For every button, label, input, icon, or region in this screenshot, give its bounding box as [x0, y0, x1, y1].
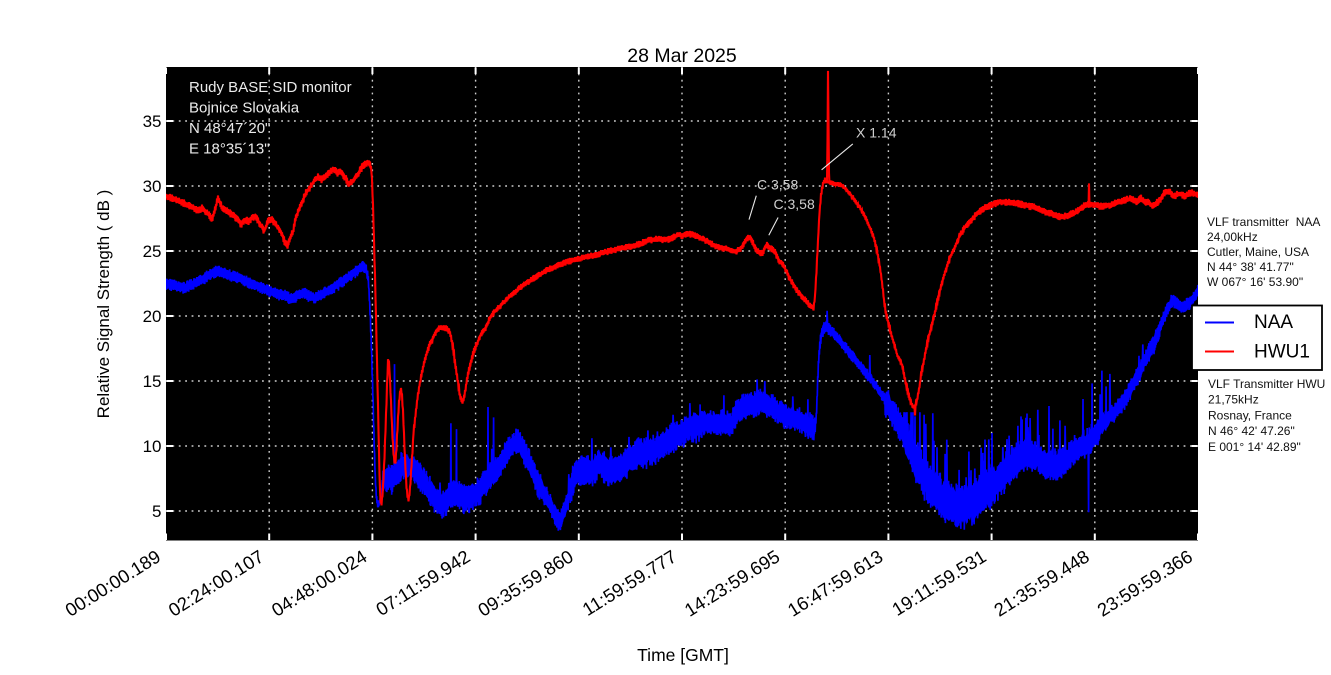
svg-text:02:24:00.107: 02:24:00.107 [165, 546, 268, 621]
svg-text:28 Mar 2025: 28 Mar 2025 [627, 45, 737, 67]
svg-text:16:47:59.613: 16:47:59.613 [784, 546, 887, 621]
svg-text:35: 35 [143, 112, 162, 131]
svg-text:14:23:59.695: 14:23:59.695 [681, 546, 784, 621]
svg-text:E 18°35´13": E 18°35´13" [189, 141, 270, 158]
svg-text:09:35:59.860: 09:35:59.860 [474, 546, 577, 621]
svg-text:C 3,58: C 3,58 [757, 177, 798, 193]
svg-text:Rudy BASE SID monitor: Rudy BASE SID monitor [189, 79, 352, 96]
svg-text:5: 5 [152, 502, 161, 521]
svg-text:10: 10 [143, 437, 162, 456]
svg-text:W 067° 16' 53.90": W 067° 16' 53.90" [1207, 275, 1303, 289]
svg-text:N 44° 38' 41.77": N 44° 38' 41.77" [1207, 260, 1294, 274]
svg-text:Rosnay, France: Rosnay, France [1208, 408, 1292, 422]
svg-text:N 48°47´20": N 48°47´20" [189, 120, 270, 137]
svg-text:24,00kHz: 24,00kHz [1207, 230, 1258, 244]
svg-text:25: 25 [143, 242, 162, 261]
svg-text:11:59:59.777: 11:59:59.777 [579, 546, 681, 620]
svg-text:HWU1: HWU1 [1254, 342, 1310, 363]
svg-text:15: 15 [143, 372, 162, 391]
svg-text:C 3,58: C 3,58 [774, 196, 815, 212]
svg-text:NAA: NAA [1254, 312, 1293, 333]
svg-text:Cutler, Maine, USA: Cutler, Maine, USA [1207, 245, 1309, 259]
svg-text:Relative Signal Strength ( dB: Relative Signal Strength ( dB ) [94, 190, 113, 419]
svg-text:00:00:00.189: 00:00:00.189 [61, 546, 164, 621]
svg-text:N 46° 42' 47.26": N 46° 42' 47.26" [1208, 424, 1295, 438]
svg-text:21:35:59.448: 21:35:59.448 [990, 546, 1093, 621]
svg-text:04:48:00.024: 04:48:00.024 [268, 546, 371, 621]
svg-text:23:59:59.366: 23:59:59.366 [1093, 546, 1196, 621]
svg-text:30: 30 [143, 177, 162, 196]
svg-text:20: 20 [143, 307, 162, 326]
svg-text:Bojnice Slovakia: Bojnice Slovakia [189, 100, 300, 117]
svg-text:E 001° 14' 42.89": E 001° 14' 42.89" [1208, 440, 1301, 454]
svg-text:VLF Transmitter HWU: VLF Transmitter HWU [1208, 377, 1325, 391]
svg-text:VLF transmitter NAA: VLF transmitter NAA [1207, 215, 1320, 229]
svg-text:19:11:59.531: 19:11:59.531 [888, 546, 990, 620]
svg-text:07:11:59.942: 07:11:59.942 [372, 546, 474, 620]
svg-text:X 1.14: X 1.14 [856, 125, 897, 141]
svg-text:21,75kHz: 21,75kHz [1208, 393, 1259, 407]
svg-text:Time [GMT]: Time [GMT] [637, 645, 729, 665]
